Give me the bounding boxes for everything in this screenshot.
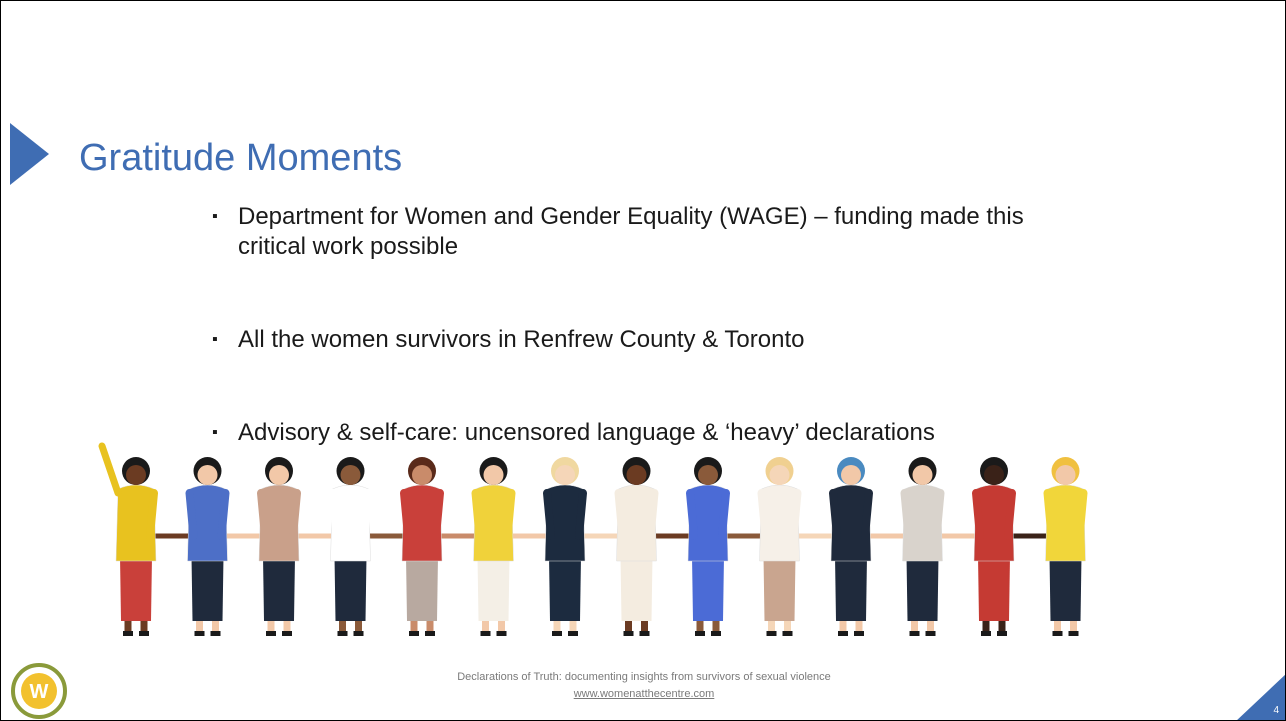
figure-part <box>838 631 848 636</box>
figure-part <box>1050 556 1082 621</box>
figure-part <box>978 556 1010 621</box>
figure-part <box>211 631 221 636</box>
figure-part <box>341 465 361 485</box>
figure-part <box>651 493 655 536</box>
figure-part <box>150 493 154 536</box>
figure-part <box>266 631 276 636</box>
figure-part <box>865 493 869 536</box>
figure-part <box>1069 631 1079 636</box>
women-illustration <box>102 446 1086 636</box>
figure-part <box>937 493 941 536</box>
figure-part <box>1048 493 1052 536</box>
figure-part <box>198 465 218 485</box>
figure-part <box>1008 493 1012 536</box>
slide: W Gratitude Moments Department for Women… <box>0 0 1286 721</box>
figure-part <box>269 465 289 485</box>
figure-part <box>627 465 647 485</box>
figure-part <box>621 556 653 621</box>
figure-part <box>120 556 152 621</box>
bullet: All the women survivors in Renfrew Count… <box>238 325 1078 355</box>
figure-part <box>833 493 837 536</box>
figure-part <box>640 631 650 636</box>
figure-part <box>192 556 224 621</box>
figure-part <box>568 631 578 636</box>
figure-part <box>547 493 551 536</box>
figure-part <box>905 493 909 536</box>
figure-part <box>552 631 562 636</box>
figure-part <box>263 556 295 621</box>
figure-part <box>783 631 793 636</box>
figure-part <box>555 465 575 485</box>
figure-part <box>354 631 364 636</box>
title-marker <box>10 123 49 185</box>
figure-part <box>404 493 408 536</box>
figure-part <box>926 631 936 636</box>
figure-part <box>624 631 634 636</box>
figure-part <box>698 465 718 485</box>
figure-part <box>1080 493 1084 536</box>
figure-part <box>1056 465 1076 485</box>
figure-part <box>841 465 861 485</box>
figure-part <box>293 493 297 536</box>
slide-graphics: W <box>1 1 1286 721</box>
figure-part <box>695 631 705 636</box>
figure-part <box>409 631 419 636</box>
figure-part <box>508 493 512 536</box>
bullet: Department for Women and Gender Equality… <box>238 202 1078 262</box>
figure-part <box>690 493 694 536</box>
figure-part <box>692 556 724 621</box>
figure-part <box>579 493 583 536</box>
figure-part <box>406 556 438 621</box>
figure-part <box>195 631 205 636</box>
figure-part <box>794 493 798 536</box>
figure-part <box>770 465 790 485</box>
figure-part <box>1053 631 1063 636</box>
figure-part <box>102 446 118 493</box>
figure-part <box>481 631 491 636</box>
figure-part <box>365 493 369 536</box>
figure-part <box>976 493 980 536</box>
figure-part <box>711 631 721 636</box>
figure-part <box>762 493 766 536</box>
figure-part <box>338 631 348 636</box>
figure-part <box>984 465 1004 485</box>
figure-part <box>139 631 149 636</box>
figure-part <box>497 631 507 636</box>
footer-url[interactable]: www.womenatthecentre.com <box>1 688 1286 700</box>
figure-part <box>123 631 133 636</box>
figure-part <box>997 631 1007 636</box>
bullet: Advisory & self-care: uncensored languag… <box>238 418 1078 448</box>
figure-part <box>333 493 337 536</box>
figure-part <box>549 556 581 621</box>
figure-part <box>436 493 440 536</box>
figure-part <box>484 465 504 485</box>
figure-part <box>412 465 432 485</box>
figure-part <box>425 631 435 636</box>
figure-part <box>476 493 480 536</box>
slide-title: Gratitude Moments <box>79 137 402 180</box>
figure-part <box>907 556 939 621</box>
figure-part <box>478 556 510 621</box>
figure-part <box>190 493 194 536</box>
figure-part <box>910 631 920 636</box>
figure-part <box>261 493 265 536</box>
figure-part <box>764 556 796 621</box>
figure-part <box>126 465 146 485</box>
page-number: 4 <box>1273 705 1279 716</box>
figure-part <box>913 465 933 485</box>
figure-part <box>222 493 226 536</box>
figure-part <box>282 631 292 636</box>
figure-part <box>854 631 864 636</box>
figure-part <box>767 631 777 636</box>
figure-part <box>835 556 867 621</box>
figure-part <box>335 556 367 621</box>
footer-text: Declarations of Truth: documenting insig… <box>1 671 1286 683</box>
figure-part <box>722 493 726 536</box>
figure-part <box>981 631 991 636</box>
figure-part <box>619 493 623 536</box>
